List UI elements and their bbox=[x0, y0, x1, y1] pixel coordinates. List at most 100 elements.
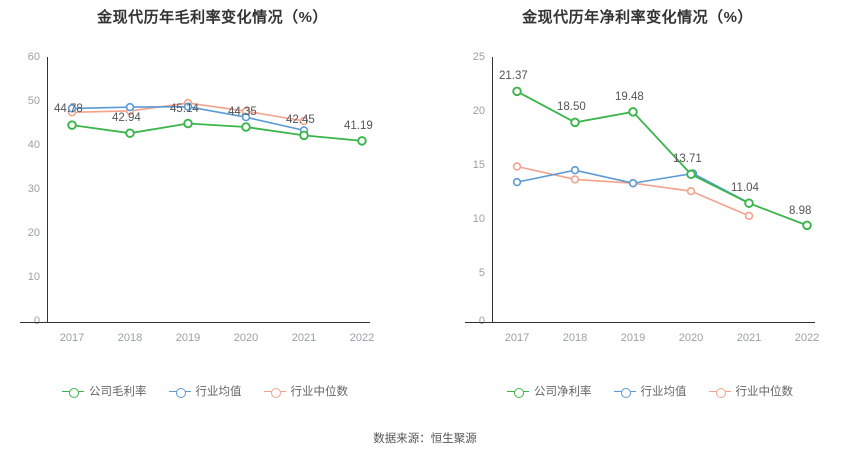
x-axis bbox=[20, 322, 370, 323]
legend-line-icon bbox=[613, 387, 636, 398]
x-tick-2020: 2020 bbox=[678, 332, 704, 344]
point-industry-median bbox=[299, 116, 309, 126]
legend-dot-icon bbox=[715, 387, 726, 398]
x-tick-2017: 2017 bbox=[504, 332, 530, 344]
point-industry-average bbox=[512, 177, 522, 187]
y-tick-30: 30 bbox=[27, 183, 40, 195]
data-label-2017: 21.37 bbox=[499, 70, 528, 82]
point-industry-average bbox=[570, 166, 580, 175]
legend-label: 公司净利率 bbox=[534, 386, 592, 398]
legend-label: 行业均值 bbox=[195, 386, 242, 398]
x-tick-2021: 2021 bbox=[736, 332, 762, 344]
y-tick-20: 20 bbox=[27, 227, 40, 239]
legend-line-icon bbox=[62, 387, 84, 398]
data-label-2022: 41.19 bbox=[344, 120, 373, 132]
data-label-2020: 44.35 bbox=[228, 106, 257, 118]
point-industry-median bbox=[570, 175, 580, 184]
legend-net-margin: 公司净利率 行业均值 行业中位数 bbox=[507, 383, 809, 399]
y-tick-0: 0 bbox=[478, 315, 485, 327]
legend-line-icon bbox=[168, 387, 191, 398]
point-company-gross-margin bbox=[125, 128, 135, 138]
legend-dot-icon bbox=[270, 387, 281, 398]
line-industry-median bbox=[516, 165, 750, 217]
legend-item-industry-median[interactable]: 行业中位数 bbox=[263, 383, 349, 399]
legend-label: 行业均值 bbox=[640, 386, 687, 398]
data-label-2020: 13.71 bbox=[673, 153, 702, 165]
x-tick-2018: 2018 bbox=[117, 332, 143, 344]
series-plot-net-margin bbox=[512, 86, 812, 231]
y-tick-10: 10 bbox=[27, 271, 40, 283]
data-label-2019: 45.14 bbox=[170, 103, 199, 115]
y-tick-60: 60 bbox=[27, 51, 40, 63]
point-industry-average bbox=[125, 102, 135, 112]
legend-item-company-net-margin[interactable]: 公司净利率 bbox=[507, 383, 592, 399]
x-tick-2017: 2017 bbox=[59, 332, 85, 344]
gross-margin-chart-panel: 金现代历年毛利率变化情况（%） 60 50 40 30 20 10 0 2017… bbox=[0, 0, 425, 420]
legend-dot-icon bbox=[175, 387, 186, 398]
line-company-gross-margin bbox=[71, 122, 363, 142]
y-axis bbox=[47, 57, 48, 323]
x-tick-2019: 2019 bbox=[620, 332, 646, 344]
y-tick-20: 20 bbox=[472, 105, 485, 117]
chart-title-net-margin: 金现代历年净利率变化情况（%） bbox=[522, 9, 753, 26]
point-company-net-margin bbox=[512, 86, 522, 97]
source-note: 数据来源：恒生聚源 bbox=[373, 433, 477, 445]
point-company-net-margin bbox=[802, 220, 812, 231]
point-company-net-margin bbox=[570, 117, 580, 128]
x-tick-2021: 2021 bbox=[291, 332, 317, 344]
x-tick-2018: 2018 bbox=[562, 332, 588, 344]
data-label-2018: 42.94 bbox=[112, 112, 141, 124]
series-plot-gross-margin bbox=[67, 98, 367, 146]
legend-label: 行业中位数 bbox=[290, 386, 349, 398]
point-industry-average bbox=[241, 112, 251, 122]
line-company-net-margin bbox=[516, 90, 808, 227]
chart-title-gross-margin: 金现代历年毛利率变化情况（%） bbox=[97, 9, 328, 26]
point-company-gross-margin bbox=[241, 122, 251, 132]
point-company-gross-margin bbox=[299, 130, 309, 141]
y-axis bbox=[492, 57, 493, 323]
y-tick-50: 50 bbox=[27, 95, 40, 107]
point-company-net-margin bbox=[628, 107, 638, 117]
point-industry-median bbox=[744, 211, 754, 221]
legend-item-company-gross-margin[interactable]: 公司毛利率 bbox=[62, 383, 147, 399]
point-industry-median bbox=[686, 187, 696, 196]
x-tick-2022: 2022 bbox=[349, 332, 375, 344]
net-margin-chart-panel: 金现代历年净利率变化情况（%） 25 20 15 10 5 0 2017 201… bbox=[425, 0, 850, 420]
data-label-2018: 18.50 bbox=[557, 101, 586, 113]
point-company-gross-margin bbox=[67, 120, 77, 130]
point-company-gross-margin bbox=[357, 136, 367, 146]
y-tick-15: 15 bbox=[472, 159, 485, 171]
legend-dot-icon bbox=[69, 387, 79, 398]
x-axis bbox=[465, 322, 815, 323]
legend-line-icon bbox=[507, 387, 529, 398]
legend-item-industry-median[interactable]: 行业中位数 bbox=[708, 383, 794, 399]
x-tick-2019: 2019 bbox=[175, 332, 201, 344]
legend-dot-icon bbox=[514, 387, 524, 398]
point-company-net-margin bbox=[744, 198, 754, 208]
legend-dot-icon bbox=[620, 387, 631, 398]
point-company-net-margin bbox=[686, 169, 696, 180]
panel-divider bbox=[424, 0, 425, 420]
y-tick-40: 40 bbox=[27, 139, 40, 151]
y-tick-10: 10 bbox=[472, 213, 485, 225]
legend-item-industry-average[interactable]: 行业均值 bbox=[168, 383, 242, 399]
y-tick-5: 5 bbox=[478, 267, 485, 279]
data-label-2022: 8.98 bbox=[789, 205, 812, 217]
legend-line-icon bbox=[263, 387, 286, 398]
x-tick-2022: 2022 bbox=[794, 332, 820, 344]
data-label-2017: 44.78 bbox=[54, 103, 83, 115]
legend-label: 公司毛利率 bbox=[89, 386, 147, 398]
data-label-2021: 42.45 bbox=[286, 114, 315, 126]
legend-label: 行业中位数 bbox=[735, 386, 794, 398]
y-tick-25: 25 bbox=[472, 51, 485, 63]
point-industry-average bbox=[628, 179, 638, 188]
point-industry-average bbox=[67, 104, 77, 113]
data-label-2019: 19.48 bbox=[615, 91, 644, 103]
point-industry-average bbox=[183, 102, 193, 111]
data-label-2021: 11.04 bbox=[731, 182, 759, 194]
point-company-gross-margin bbox=[183, 118, 193, 129]
legend-item-industry-average[interactable]: 行业均值 bbox=[613, 383, 687, 399]
legend-gross-margin: 公司毛利率 行业均值 行业中位数 bbox=[62, 383, 364, 399]
y-tick-0: 0 bbox=[33, 315, 40, 327]
x-tick-2020: 2020 bbox=[233, 332, 259, 344]
